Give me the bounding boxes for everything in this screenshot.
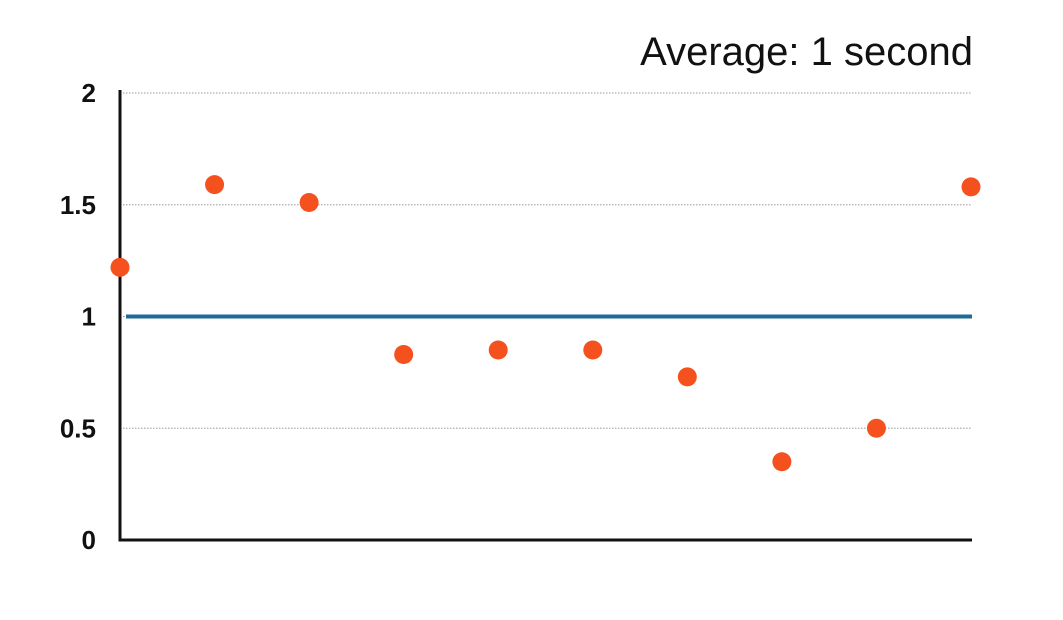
y-tick-label: 1.5 [60, 190, 96, 220]
data-point [772, 452, 792, 472]
data-point [583, 340, 603, 360]
data-point [866, 418, 886, 438]
data-point [961, 177, 981, 197]
gridlines [120, 92, 972, 429]
data-point [205, 175, 225, 195]
y-tick-label: 0 [82, 525, 96, 555]
data-point [394, 344, 414, 364]
chart-title: Average: 1 second [640, 30, 973, 74]
data-point [677, 367, 697, 387]
y-tick-label: 2 [82, 78, 96, 108]
data-point [299, 193, 319, 213]
axes [118, 90, 972, 542]
y-tick-label: 1 [82, 302, 96, 332]
data-point [488, 340, 508, 360]
data-point [110, 257, 130, 277]
y-tick-label: 0.5 [60, 413, 96, 443]
y-tick-labels: 0 0.5 1 1.5 2 [60, 78, 96, 555]
data-points [110, 175, 981, 472]
